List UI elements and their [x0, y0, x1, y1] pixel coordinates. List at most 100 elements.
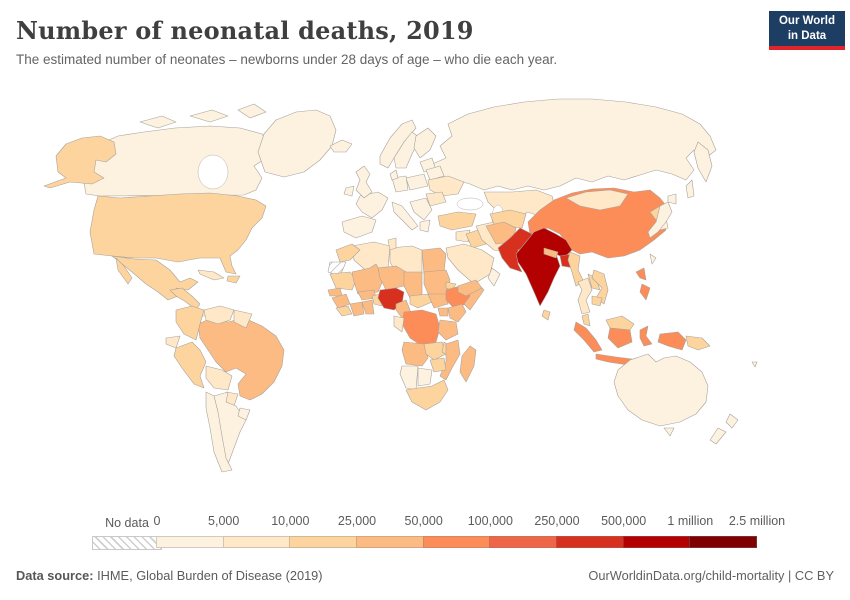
country-saudi-arabia[interactable] — [445, 243, 495, 285]
country-australia[interactable] — [613, 353, 709, 427]
legend-no-data-swatch[interactable] — [92, 536, 162, 550]
country-malaysia-borneo[interactable] — [605, 315, 635, 331]
country-yemen[interactable] — [457, 279, 483, 297]
country-philippines-1[interactable] — [635, 267, 647, 281]
country-romania[interactable] — [425, 191, 447, 207]
country-canada-arctic-1[interactable] — [139, 115, 177, 129]
country-australia-tasmania[interactable] — [663, 427, 675, 437]
country-oman[interactable] — [487, 267, 501, 287]
legend-bin-5[interactable] — [489, 536, 558, 548]
country-botswana[interactable] — [417, 367, 433, 387]
country-nepal[interactable] — [543, 247, 559, 259]
country-uganda[interactable] — [437, 307, 449, 317]
country-uk[interactable] — [355, 165, 373, 199]
country-senegal[interactable] — [327, 287, 343, 297]
country-south-africa[interactable] — [405, 379, 449, 411]
country-indonesia-sulawesi[interactable] — [639, 325, 653, 347]
country-peru[interactable] — [173, 341, 207, 389]
country-japan[interactable] — [647, 201, 673, 239]
country-dr-congo[interactable] — [401, 309, 441, 347]
country-denmark[interactable] — [389, 169, 399, 181]
country-syria[interactable] — [455, 229, 471, 243]
country-new-zealand-south[interactable] — [709, 427, 727, 445]
country-thailand[interactable] — [577, 277, 593, 315]
legend-bin-7[interactable] — [622, 536, 691, 548]
country-ghana[interactable] — [361, 299, 375, 315]
country-canada[interactable] — [81, 125, 273, 197]
legend-bin-0[interactable] — [156, 536, 224, 548]
country-ukraine[interactable] — [427, 175, 465, 197]
country-indonesia-papua[interactable] — [657, 331, 687, 351]
country-iraq[interactable] — [465, 229, 487, 249]
owid-logo[interactable]: Our World in Data — [769, 11, 845, 50]
country-russia-kamchatka[interactable] — [693, 141, 713, 183]
country-ecuador[interactable] — [165, 335, 181, 349]
country-brazil[interactable] — [197, 317, 285, 401]
country-canada-arctic-3[interactable] — [237, 103, 267, 119]
country-papua-new-guinea[interactable] — [685, 335, 711, 351]
country-ivory-coast[interactable] — [349, 301, 365, 317]
country-tanzania[interactable] — [437, 319, 459, 341]
country-poland[interactable] — [405, 173, 429, 191]
country-usa-alaska[interactable] — [43, 135, 117, 189]
country-central-african-republic[interactable] — [409, 293, 433, 309]
country-morocco[interactable] — [335, 243, 361, 263]
country-guyanas[interactable] — [233, 309, 253, 329]
country-mauritania[interactable] — [329, 271, 357, 291]
country-taiwan[interactable] — [649, 253, 657, 265]
country-malaysia-peninsula[interactable] — [581, 313, 591, 327]
country-indonesia-sumatra[interactable] — [573, 321, 603, 353]
country-belarus[interactable] — [425, 165, 445, 181]
country-new-zealand-north[interactable] — [725, 413, 739, 429]
country-sierra-leone-liberia[interactable] — [335, 305, 353, 317]
country-congo-gabon[interactable] — [393, 315, 405, 333]
country-namibia[interactable] — [399, 365, 419, 391]
country-sri-lanka[interactable] — [541, 309, 551, 321]
country-spain-portugal[interactable] — [341, 215, 377, 239]
country-finland[interactable] — [413, 127, 437, 159]
country-niger[interactable] — [377, 265, 407, 291]
country-usa[interactable] — [89, 192, 267, 275]
legend-bin-3[interactable] — [356, 536, 424, 548]
legend-bin-6[interactable] — [556, 536, 624, 548]
country-south-sudan[interactable] — [427, 293, 449, 309]
country-madagascar[interactable] — [459, 345, 477, 383]
country-uruguay[interactable] — [237, 407, 251, 421]
country-chad[interactable] — [403, 271, 423, 299]
country-chile[interactable] — [205, 391, 233, 473]
country-central-america[interactable] — [169, 287, 201, 311]
country-italy[interactable] — [391, 201, 419, 231]
country-canada-arctic-2[interactable] — [189, 109, 229, 123]
legend-bin-2[interactable] — [289, 536, 358, 548]
country-cambodia[interactable] — [591, 295, 603, 307]
country-indonesia-borneo[interactable] — [607, 327, 633, 349]
legend-bin-1[interactable] — [222, 536, 291, 548]
owid-credit-link[interactable]: OurWorldinData.org/child-mortality | CC … — [588, 568, 834, 583]
country-egypt[interactable] — [421, 247, 447, 275]
country-bolivia[interactable] — [205, 365, 233, 391]
country-zambia[interactable] — [423, 341, 447, 361]
country-iceland[interactable] — [329, 139, 353, 153]
legend-bin-8[interactable] — [689, 536, 758, 548]
country-ireland[interactable] — [343, 185, 355, 197]
country-greenland[interactable] — [257, 109, 337, 178]
country-germany[interactable] — [391, 175, 409, 193]
country-balkans[interactable] — [409, 197, 433, 221]
country-kenya[interactable] — [447, 303, 467, 323]
country-cuba[interactable] — [197, 269, 225, 281]
country-russia[interactable] — [427, 98, 717, 191]
country-mexico-baja[interactable] — [115, 257, 133, 285]
country-greece[interactable] — [419, 219, 431, 233]
country-japan-hokkaido[interactable] — [667, 193, 677, 205]
country-fiji[interactable] — [751, 361, 758, 368]
country-mongolia[interactable] — [565, 189, 629, 211]
country-tunisia[interactable] — [387, 237, 397, 251]
country-france[interactable] — [355, 191, 389, 219]
country-russia-sakhalin[interactable] — [685, 179, 695, 199]
country-pakistan[interactable] — [497, 227, 533, 273]
country-colombia[interactable] — [175, 305, 205, 341]
country-mali[interactable] — [351, 263, 385, 295]
country-hispaniola[interactable] — [226, 275, 241, 284]
country-philippines-2[interactable] — [639, 283, 651, 301]
country-zimbabwe[interactable] — [429, 357, 447, 373]
